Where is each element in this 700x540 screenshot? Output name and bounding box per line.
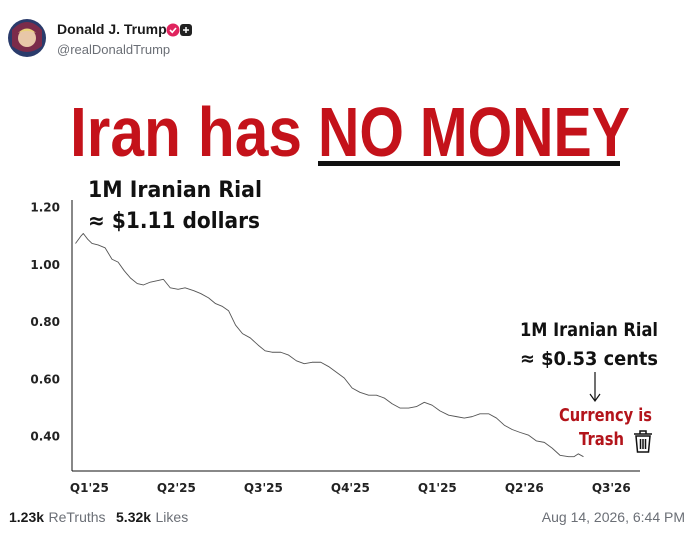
x-tick-label: Q4'25 bbox=[331, 481, 370, 495]
likes-label[interactable]: Likes bbox=[156, 509, 189, 525]
y-tick-label: 1.20 bbox=[30, 201, 60, 215]
likes-count[interactable]: 5.32k bbox=[116, 509, 151, 525]
x-tick-label: Q3'25 bbox=[244, 481, 283, 495]
annotation: 1M Iranian Rial bbox=[520, 319, 658, 341]
x-tick-label: Q2'25 bbox=[157, 481, 196, 495]
annotation: Trash bbox=[579, 429, 624, 450]
annotation: ≈ $1.11 dollars bbox=[88, 209, 260, 234]
x-tick-label: Q2'26 bbox=[505, 481, 544, 495]
annotation: Currency is bbox=[559, 405, 652, 426]
arrow bbox=[589, 372, 601, 403]
verified-badge bbox=[166, 23, 180, 37]
title-underline bbox=[318, 161, 620, 166]
x-tick-label: Q1'25 bbox=[418, 481, 457, 495]
chart-title: Iran has bbox=[70, 93, 302, 171]
annotation: ≈ $0.53 cents bbox=[520, 348, 658, 370]
x-tick-label: Q3'26 bbox=[592, 481, 631, 495]
x-tick-label: Q1'25 bbox=[70, 481, 109, 495]
y-tick-label: 0.60 bbox=[30, 372, 60, 386]
series-line bbox=[75, 233, 584, 458]
retruths-label[interactable]: ReTruths bbox=[49, 509, 106, 525]
chart-title-highlight: NO MONEY bbox=[318, 93, 630, 171]
author-name[interactable]: Donald J. Trump bbox=[57, 21, 167, 37]
timestamp[interactable]: Aug 14, 2026, 6:44 PM bbox=[542, 509, 685, 525]
avatar[interactable] bbox=[8, 19, 46, 57]
stats: 1.23k ReTruths 5.32k Likes bbox=[9, 509, 188, 526]
y-tick-label: 0.40 bbox=[30, 430, 60, 444]
y-tick-label: 1.00 bbox=[30, 258, 60, 272]
plus-badge bbox=[180, 24, 192, 36]
author-handle[interactable]: @realDonaldTrump bbox=[57, 42, 170, 57]
y-tick-label: 0.80 bbox=[30, 315, 60, 329]
retruths-count[interactable]: 1.23k bbox=[9, 509, 44, 525]
trash-icon bbox=[634, 430, 652, 453]
annotation: 1M Iranian Rial bbox=[88, 178, 262, 203]
